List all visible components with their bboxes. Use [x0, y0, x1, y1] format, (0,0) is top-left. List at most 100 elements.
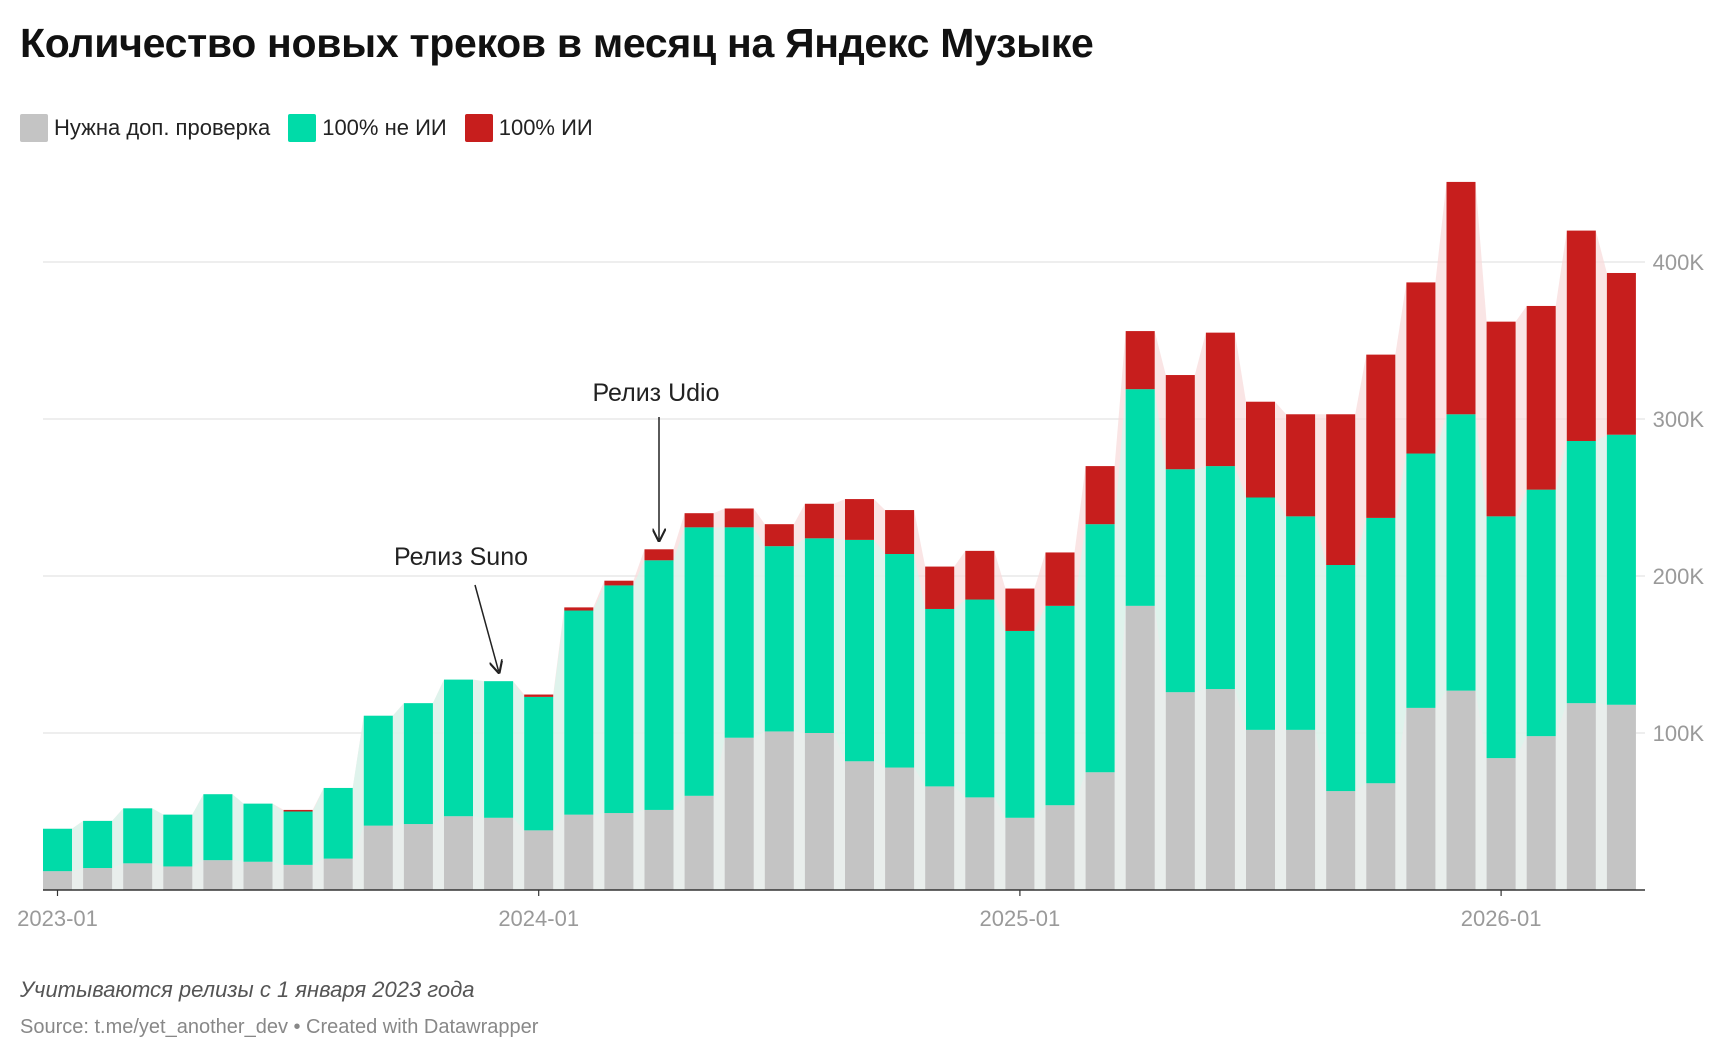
- bar-segment: [1406, 282, 1436, 454]
- bar-segment: [564, 607, 594, 611]
- annotation-udio-label: Релиз Udio: [592, 379, 719, 407]
- bar-segment: [403, 824, 433, 890]
- legend-item-needs-check: Нужна доп. проверка: [20, 114, 270, 142]
- bar-segment: [524, 830, 554, 890]
- legend-swatch-gray: [20, 114, 48, 142]
- bar-segment: [163, 866, 193, 890]
- bar-segment: [243, 803, 273, 862]
- bar-segment: [564, 610, 594, 815]
- bar-segment: [1566, 440, 1596, 704]
- bar-segment: [604, 580, 634, 586]
- bar-segment: [43, 871, 72, 890]
- bar-segment: [1045, 605, 1075, 806]
- bar-segment: [684, 795, 714, 890]
- bar-segment: [724, 737, 754, 890]
- bar-segment: [203, 794, 233, 861]
- bar-segment: [1205, 466, 1235, 690]
- bar-segment: [1045, 805, 1075, 890]
- bar-segment: [444, 816, 473, 890]
- bar-segment: [323, 787, 353, 859]
- bar-segment: [43, 828, 72, 872]
- bar-segment: [123, 863, 153, 890]
- bar-segment: [1526, 736, 1556, 890]
- bar-segment: [1606, 272, 1636, 435]
- bar-segment: [1526, 305, 1556, 490]
- bar-segment: [1125, 605, 1155, 890]
- bar-segment: [1205, 332, 1235, 467]
- bar-segment: [1045, 552, 1075, 606]
- bar-segment: [1005, 630, 1035, 818]
- legend-swatch-green: [288, 114, 317, 142]
- x-tick-label: 2024-01: [498, 906, 579, 931]
- bar-segment: [1085, 772, 1115, 890]
- bar-segment: [1366, 783, 1396, 890]
- bar-segment: [1246, 497, 1275, 730]
- bar-segment: [724, 527, 754, 738]
- bar-segment: [1446, 414, 1476, 691]
- legend-swatch-red: [464, 114, 493, 142]
- legend-label: 100% не ИИ: [322, 115, 447, 140]
- bar-segment: [965, 797, 995, 890]
- bar-segment: [1486, 516, 1516, 759]
- bar-segment: [1286, 516, 1316, 730]
- bar-segment: [283, 809, 313, 812]
- bar-segment: [965, 599, 995, 798]
- x-tick-label: 2026-01: [1461, 906, 1542, 931]
- bar-segment: [925, 786, 955, 890]
- bar-segment: [684, 513, 714, 528]
- bar-segment: [1446, 181, 1476, 415]
- bar-segment: [1566, 703, 1596, 890]
- y-tick-label: 300K: [1653, 407, 1705, 432]
- bar-segment: [1125, 389, 1155, 606]
- bar-segment: [1085, 466, 1115, 525]
- bar-segment: [1406, 453, 1436, 708]
- bar-segment: [845, 499, 874, 540]
- bar-segment: [524, 696, 554, 831]
- bar-segment: [1005, 817, 1035, 890]
- bar-segment: [123, 808, 153, 864]
- background-areas: [43, 181, 1636, 890]
- bar-segment: [444, 679, 473, 817]
- area-Нужна доп. проверка: [43, 605, 1636, 890]
- bar-segment: [1205, 689, 1235, 890]
- bar-segment: [1606, 704, 1636, 890]
- bar-segment: [684, 527, 714, 796]
- bar-segment: [1085, 524, 1115, 773]
- bar-segment: [1286, 414, 1316, 517]
- chart-source: Source: t.me/yet_another_dev • Created w…: [20, 1016, 539, 1038]
- bar-segment: [1165, 692, 1195, 890]
- bar-segment: [484, 817, 514, 890]
- bar-segment: [1406, 707, 1436, 890]
- y-tick-label: 100K: [1653, 721, 1705, 746]
- bar-segment: [524, 694, 554, 697]
- bar-segment: [1165, 469, 1195, 693]
- bar-segment: [1246, 729, 1275, 890]
- bar-segment: [764, 524, 794, 547]
- bar-segment: [604, 813, 634, 890]
- bar-segment: [1366, 354, 1396, 518]
- annotation-suno-label: Релиз Suno: [394, 543, 528, 571]
- bar-segment: [604, 585, 634, 814]
- chart-note: Учитываются релизы с 1 января 2023 года: [20, 977, 475, 1002]
- bar-segment: [363, 715, 393, 826]
- bar-segment: [885, 767, 915, 890]
- y-tick-label: 400K: [1653, 250, 1705, 275]
- y-tick-label: 200K: [1653, 564, 1705, 589]
- bar-segment: [644, 560, 674, 810]
- legend: Нужна доп. проверка 100% не ИИ 100% ИИ: [20, 114, 611, 142]
- y-axis-ticks: 100K 200K 300K 400K: [1653, 250, 1705, 746]
- bar-segment: [203, 860, 233, 890]
- legend-item-not-ai: 100% не ИИ: [288, 114, 447, 142]
- bar-segment: [845, 761, 874, 890]
- bar-segment: [1606, 434, 1636, 705]
- x-axis-ticks: 2023-01 2024-01 2025-01 2026-01: [17, 890, 1541, 931]
- bar-segment: [804, 538, 834, 733]
- bar-segment: [283, 811, 313, 865]
- bar-segment: [323, 858, 353, 890]
- annotation-suno-arrow: [474, 584, 499, 671]
- bar-segment: [1526, 489, 1556, 737]
- legend-label: Нужна доп. проверка: [54, 115, 271, 140]
- annotations: Релиз Suno Релиз Udio: [394, 379, 720, 671]
- bar-segment: [403, 703, 433, 825]
- bar-segment: [764, 731, 794, 890]
